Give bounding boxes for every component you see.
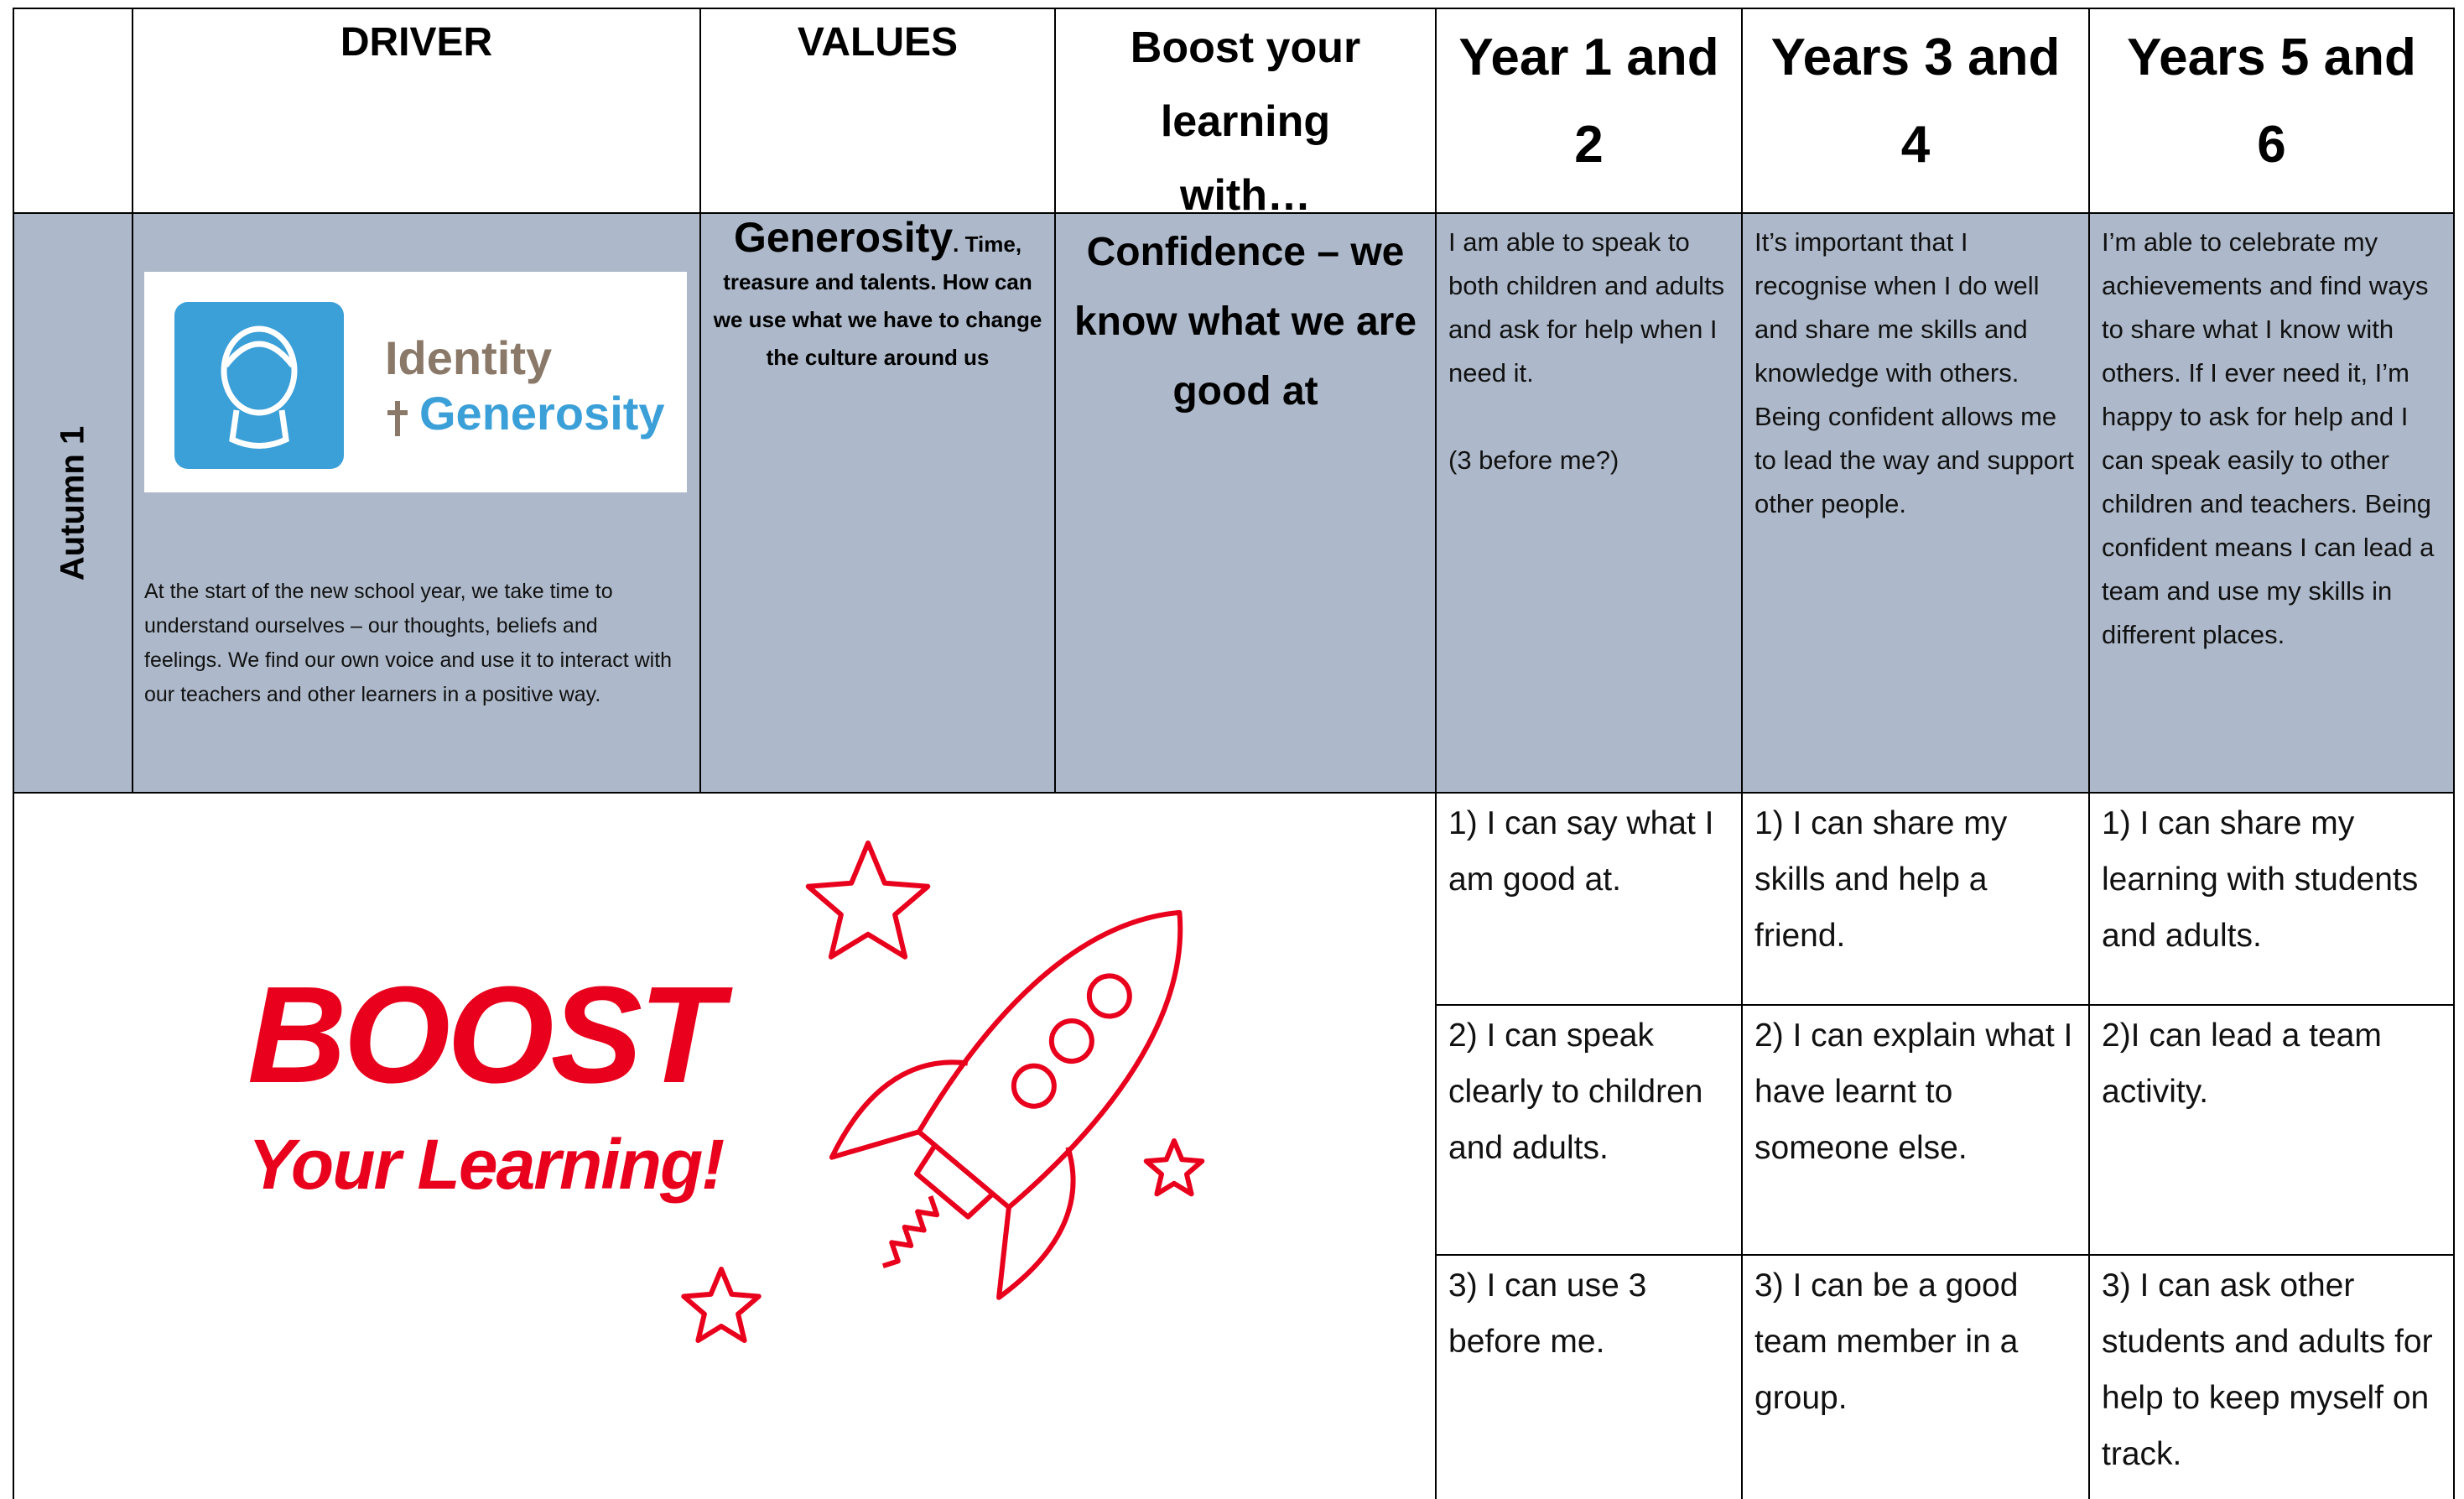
boost-text: Confidence – we know what we are good at: [1054, 212, 1437, 794]
banner-title: BOOST: [247, 958, 723, 1111]
target-cell: 3) I can be a good team member in a grou…: [1741, 1254, 2090, 1499]
term-cell: Autumn 1: [13, 212, 133, 794]
value-title: Generosity: [733, 214, 954, 261]
header-year34: Years 3 and 4: [1741, 8, 2090, 214]
logo-icon: [174, 302, 408, 469]
logo-line2: Generosity: [419, 387, 665, 440]
target-cell: 3) I can use 3 before me.: [1435, 1254, 1743, 1499]
logo: Identity Generosity: [144, 272, 687, 492]
year-paragraph: I am able to speak to both children and …: [1448, 227, 1725, 388]
logo-line1: Identity: [385, 331, 553, 384]
year56-cell: I’m able to celebrate my achievements an…: [2088, 212, 2455, 794]
header-year12: Year 1 and 2: [1435, 8, 1743, 214]
star: [1143, 1138, 1205, 1197]
header-boost: Boost your learning with…: [1054, 8, 1437, 220]
left-border: [13, 792, 14, 1499]
target-cell: 2) I can explain what I have learnt to s…: [1741, 1004, 2090, 1256]
year-paragraph: It’s important that I recognise when I d…: [1754, 227, 2074, 518]
target-cell: 1) I can share my learning with students…: [2088, 792, 2455, 1006]
driver-text: At the start of the new school year, we …: [144, 580, 673, 706]
target-cell: 1) I can share my skills and help a frie…: [1741, 792, 2090, 1006]
rocket-graphic: [681, 841, 1205, 1343]
target-cell: 2)I can lead a team activity.: [2088, 1004, 2455, 1256]
target-cell: 2) I can speak clearly to children and a…: [1435, 1004, 1743, 1256]
header-year56: Years 5 and 6: [2088, 8, 2455, 214]
term-label: Autumn 1: [54, 425, 91, 580]
banner-subtitle: Your Learning!: [248, 1125, 725, 1204]
star: [805, 841, 931, 960]
header-values: VALUES: [699, 8, 1056, 214]
target-cell: 1) I can say what I am good at.: [1435, 792, 1743, 1006]
header-driver: DRIVER: [132, 8, 701, 214]
year-paragraph: I’m able to celebrate my achievements an…: [2102, 227, 2435, 649]
target-cell: 3) I can ask other students and adults f…: [2088, 1254, 2455, 1499]
year12-cell: I am able to speak to both children and …: [1435, 212, 1743, 794]
star: [681, 1267, 762, 1343]
year34-cell: It’s important that I recognise when I d…: [1741, 212, 2090, 794]
value-cell: Generosity. Time, treasure and talents. …: [699, 212, 1056, 794]
year-paragraph: (3 before me?): [1448, 445, 1619, 475]
corner-cell: [13, 8, 133, 214]
value-text: . Time, treasure and talents. How can we…: [713, 232, 1042, 370]
driver-cell: Identity Generosity At the start of the …: [132, 212, 701, 794]
